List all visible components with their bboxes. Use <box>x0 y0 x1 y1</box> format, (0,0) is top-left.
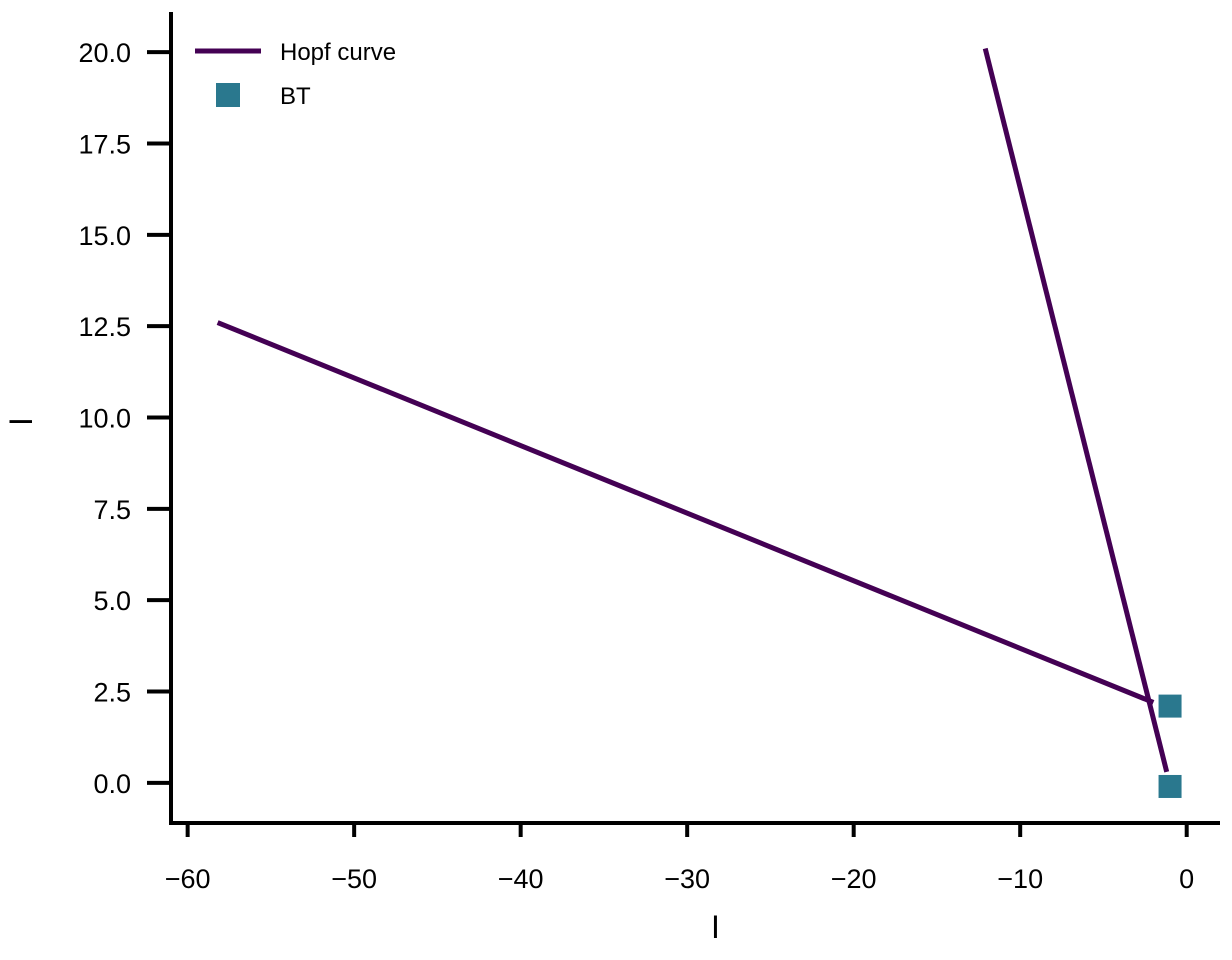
x-tick-label: −20 <box>831 864 877 894</box>
x-tick-label: −30 <box>664 864 710 894</box>
x-tick-label: −10 <box>997 864 1043 894</box>
legend-hopf-label: Hopf curve <box>280 39 396 66</box>
y-tick-label: 2.5 <box>93 677 131 707</box>
y-axis-label: I <box>3 417 39 426</box>
x-tick-label: −50 <box>331 864 377 894</box>
x-ticks: −60 −50 −40 −30 −20 −10 0 <box>165 823 1194 894</box>
y-tick-label: 20.0 <box>78 38 131 68</box>
axes: −60 −50 −40 −30 −20 −10 0 0.0 2.5 5.0 7.5 10.0 12.5… <box>3 12 1220 945</box>
y-tick-label: 10.0 <box>78 404 131 434</box>
legend-bt-swatch <box>216 83 240 107</box>
legend: Hopf curve BT <box>195 39 396 110</box>
y-tick-label: 12.5 <box>78 312 131 342</box>
x-tick-label: −60 <box>165 864 211 894</box>
x-tick-label: −40 <box>498 864 544 894</box>
plot-marks <box>216 47 1183 799</box>
legend-bt-label: BT <box>280 83 311 110</box>
hopf-curve-segment-2 <box>982 47 1170 773</box>
y-tick-label: 7.5 <box>93 495 131 525</box>
x-axis-label: I <box>711 909 720 945</box>
x-tick-label: 0 <box>1179 864 1194 894</box>
hopf-curve-segment-1 <box>216 320 1155 705</box>
y-tick-label: 5.0 <box>93 586 131 616</box>
bt-point-2 <box>1157 773 1183 799</box>
y-tick-label: 17.5 <box>78 130 131 160</box>
bt-point-1 <box>1157 693 1183 719</box>
y-tick-label: 0.0 <box>93 769 131 799</box>
y-tick-label: 15.0 <box>78 221 131 251</box>
y-ticks: 0.0 2.5 5.0 7.5 10.0 12.5 15.0 17.5 20.0 <box>78 38 171 799</box>
